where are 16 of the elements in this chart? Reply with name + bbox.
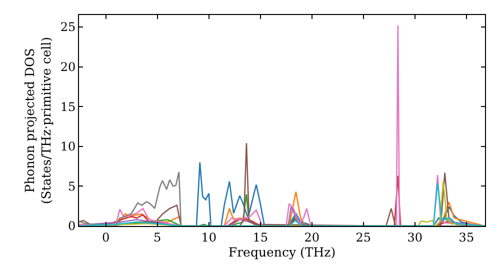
x-tick-label: 25 [356, 230, 372, 244]
y-tick-label: 5 [68, 179, 76, 194]
x-tick-label: 10 [201, 230, 216, 244]
y-tick-label: 10 [60, 140, 76, 154]
x-axis-title: Frequency (THz) [228, 244, 336, 260]
y-tick-label: 15 [60, 100, 76, 114]
y-tick-label: 25 [60, 20, 76, 34]
y-tick-label: 20 [60, 60, 76, 74]
x-tick-label: 20 [304, 230, 320, 244]
x-tick-label: 0 [102, 230, 110, 244]
x-tick-label: 5 [153, 230, 162, 244]
x-tick-label: 30 [407, 230, 423, 244]
x-tick-label: 15 [252, 230, 268, 244]
y-axis-title: Phonon projected DOS (States/THz·primitive cell) [22, 36, 54, 204]
y-tick-label: 0 [68, 219, 76, 234]
x-tick-label: 35 [458, 230, 474, 244]
